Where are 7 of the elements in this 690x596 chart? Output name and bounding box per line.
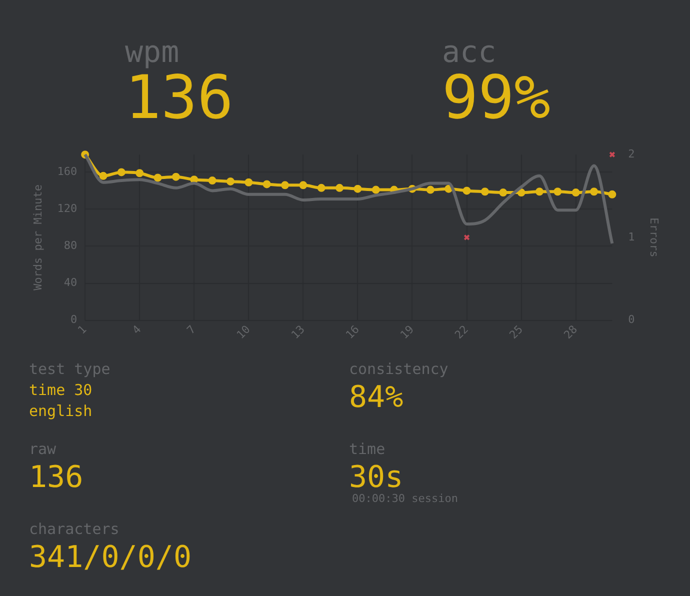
text: 136 — [29, 460, 84, 495]
text: 341/0/0/0 — [29, 540, 192, 575]
text: 99% — [442, 63, 550, 133]
text: time 30 — [29, 381, 92, 399]
text: 30s — [349, 460, 404, 495]
text: english — [29, 402, 92, 420]
text: 84% — [349, 380, 404, 415]
